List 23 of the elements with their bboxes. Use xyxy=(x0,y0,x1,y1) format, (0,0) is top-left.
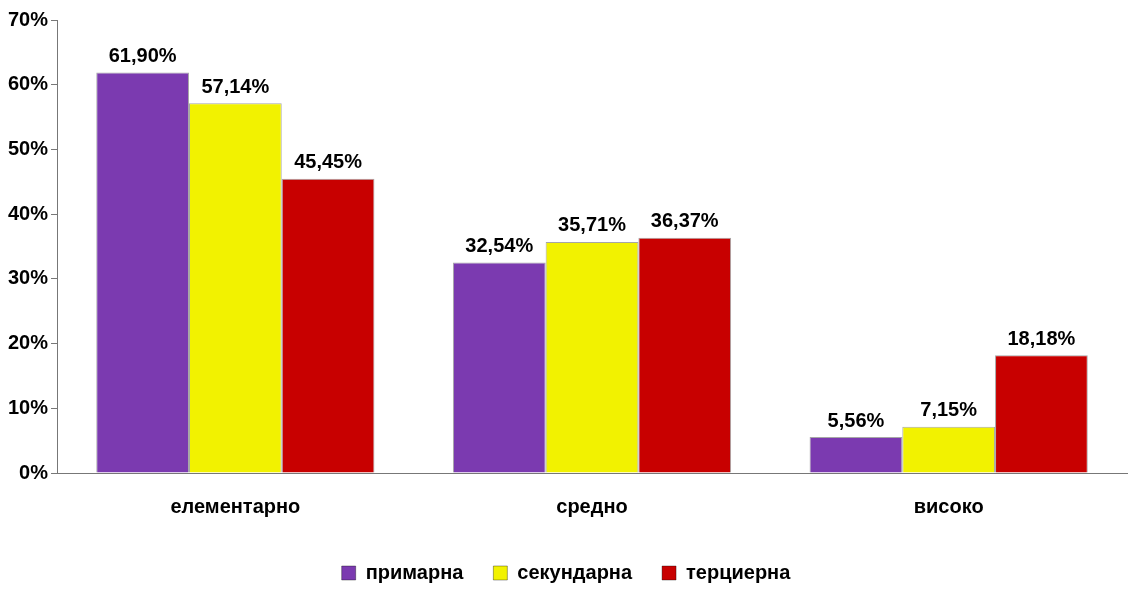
data-label: 57,14% xyxy=(201,74,270,97)
data-label: 36,37% xyxy=(650,209,719,232)
data-label: 7,15% xyxy=(920,398,978,421)
data-label: 45,45% xyxy=(294,150,363,173)
legend-label: терциерна xyxy=(686,560,792,583)
legend-label: примарна xyxy=(365,560,465,583)
y-tick-label: 10% xyxy=(8,395,49,418)
legend-label: секундарна xyxy=(517,560,633,583)
x-tick-label: високо xyxy=(913,494,984,517)
data-label: 18,18% xyxy=(1007,326,1076,349)
data-label: 35,71% xyxy=(558,213,627,236)
y-tick-label: 60% xyxy=(8,72,49,95)
y-tick-label: 0% xyxy=(19,460,49,483)
data-label: 5,56% xyxy=(827,408,885,431)
y-tick-label: 70% xyxy=(8,7,49,30)
x-tick-label: елементарно xyxy=(170,494,301,517)
y-tick-label: 40% xyxy=(8,201,49,224)
data-label: 61,90% xyxy=(108,43,177,66)
y-tick-label: 50% xyxy=(8,136,49,159)
data-label: 32,54% xyxy=(465,233,534,256)
y-tick-label: 30% xyxy=(8,266,49,289)
y-tick-label: 20% xyxy=(8,331,49,354)
x-tick-label: средно xyxy=(556,494,628,517)
